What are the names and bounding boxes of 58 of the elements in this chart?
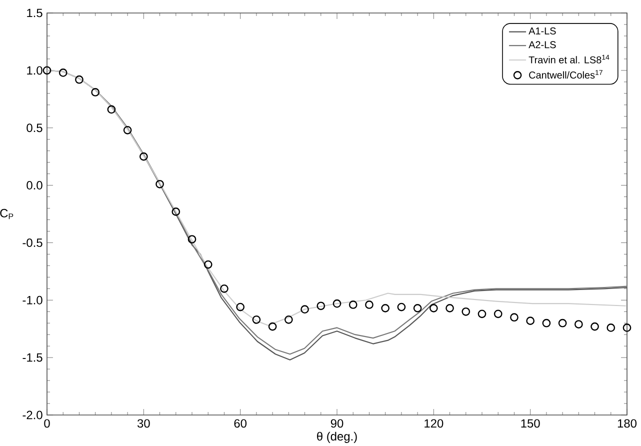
point [526, 316, 535, 325]
point [204, 260, 212, 269]
point [494, 310, 502, 318]
y-axis-title: C$_{P}$ [0, 208, 14, 220]
point [268, 322, 277, 331]
x-tick-label: 60 [234, 419, 247, 428]
y-tick-label: 1.0 [27, 66, 42, 75]
point [284, 315, 293, 324]
point [300, 305, 309, 314]
point [365, 300, 374, 309]
point [139, 152, 148, 161]
point [156, 180, 164, 188]
y-tick-label: 0.0 [26, 181, 42, 190]
point [606, 324, 616, 332]
point [107, 105, 116, 114]
y-tick-label: 0.5 [26, 124, 42, 132]
legend-label: A2-LS [528, 41, 556, 48]
point [558, 318, 567, 328]
x-axis-title: θ (deg.) [317, 432, 357, 443]
point [58, 68, 68, 77]
point [462, 307, 470, 316]
point [316, 302, 326, 310]
x-tick-label: 30 [137, 419, 150, 428]
x-tick-label: 0 [44, 419, 50, 428]
point [348, 300, 358, 309]
point [91, 88, 100, 96]
legend-label: Cantwell/Coles$^{17}$ [529, 70, 602, 79]
y-tick-label: -0.5 [22, 238, 42, 247]
point [397, 302, 406, 312]
x-tick-label: 90 [330, 419, 344, 428]
point [332, 299, 342, 308]
point [172, 208, 180, 216]
x-tick-label: 180 [618, 419, 637, 428]
point [413, 304, 422, 312]
legend-label: Travin et al. LS8$^{14}$ [528, 54, 610, 64]
point [252, 315, 261, 324]
point [590, 322, 599, 331]
y-tick-label: -2.0 [22, 410, 42, 420]
y-tick-label: -1.0 [22, 296, 42, 304]
point [622, 324, 632, 332]
point [188, 235, 196, 244]
point [381, 304, 390, 312]
y-tick-label: 1.5 [27, 8, 42, 18]
point [542, 318, 551, 328]
point [75, 75, 84, 84]
y-tick-label: -1.5 [22, 353, 42, 362]
point [478, 310, 486, 318]
point [446, 304, 454, 312]
x-tick-label: 120 [424, 419, 444, 428]
x-tick-label: 150 [521, 419, 540, 428]
point [236, 302, 245, 312]
point [574, 320, 583, 328]
point [510, 313, 518, 322]
point [220, 284, 228, 293]
point [42, 66, 52, 75]
point [429, 304, 438, 312]
legend-label: A1-LS [528, 27, 556, 34]
point [123, 126, 132, 134]
